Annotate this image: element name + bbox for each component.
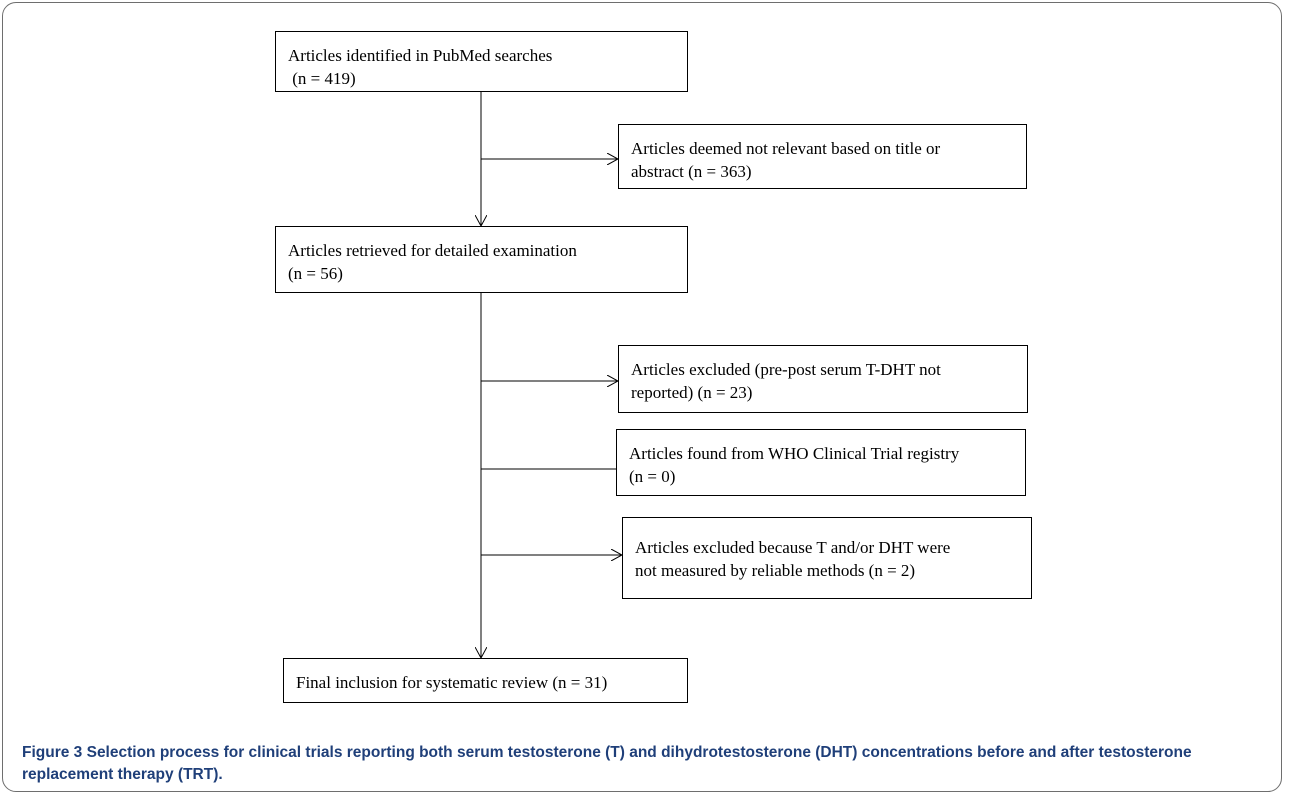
caption-label: Figure 3: [22, 744, 83, 761]
box-excluded-not-reported-line2: reported) (n = 23): [631, 383, 753, 402]
box-who-registry-line1: Articles found from WHO Clinical Trial r…: [629, 444, 960, 463]
box-retrieved-line1: Articles retrieved for detailed examinat…: [288, 241, 577, 260]
box-who-registry-line2: (n = 0): [629, 467, 676, 486]
box-who-registry: Articles found from WHO Clinical Trial r…: [616, 429, 1026, 496]
box-not-relevant-line1: Articles deemed not relevant based on ti…: [631, 139, 941, 158]
box-final: Final inclusion for systematic review (n…: [283, 658, 688, 703]
box-retrieved: Articles retrieved for detailed examinat…: [275, 226, 688, 293]
box-final-line1: Final inclusion for systematic review (n…: [296, 673, 608, 692]
caption-text: Selection process for clinical trials re…: [22, 744, 1192, 783]
box-excluded-methods-line1: Articles excluded because T and/or DHT w…: [635, 538, 951, 557]
box-identified-line2: (n = 419): [288, 69, 356, 88]
box-retrieved-line2: (n = 56): [288, 264, 343, 283]
box-not-relevant-line2: abstract (n = 363): [631, 162, 752, 181]
box-excluded-methods: Articles excluded because T and/or DHT w…: [622, 517, 1032, 599]
box-identified-line1: Articles identified in PubMed searches: [288, 46, 553, 65]
box-identified: Articles identified in PubMed searches (…: [275, 31, 688, 92]
box-excluded-not-reported: Articles excluded (pre-post serum T-DHT …: [618, 345, 1028, 413]
figure-caption: Figure 3 Selection process for clinical …: [22, 742, 1262, 786]
box-excluded-methods-line2: not measured by reliable methods (n = 2): [635, 561, 916, 580]
box-excluded-not-reported-line1: Articles excluded (pre-post serum T-DHT …: [631, 360, 941, 379]
box-not-relevant: Articles deemed not relevant based on ti…: [618, 124, 1027, 189]
